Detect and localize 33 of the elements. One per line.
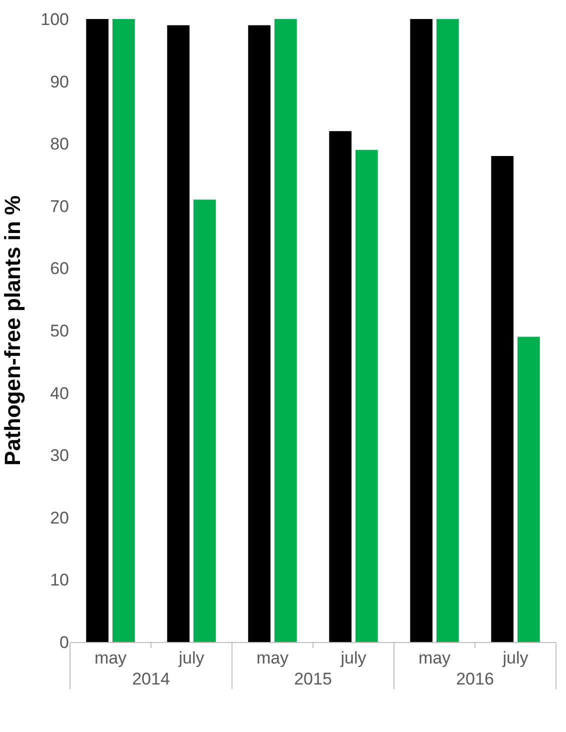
bar [86,19,109,642]
text: 2015 [294,669,332,688]
bar [329,131,352,642]
bar [193,200,216,642]
bar [112,19,135,642]
x-tick-label: july [178,648,205,668]
y-tick-label: 90 [50,72,69,92]
y-tick-label: 20 [50,508,69,528]
bar [517,336,540,642]
bar [491,156,514,642]
bar [410,19,433,642]
y-tick-label: 40 [50,384,69,403]
x-tick-label: may [94,648,128,668]
y-tick-label: 30 [50,446,69,466]
text: 2016 [456,669,494,688]
y-tick-label: 100 [40,10,69,29]
bar [436,19,459,642]
y-tick-label: 0 [60,632,69,652]
x-tick-label: july [340,648,367,668]
y-tick-label: 50 [50,321,69,340]
bar [248,25,271,642]
text: 2014 [132,669,170,688]
y-tick-label: 10 [50,570,69,590]
y-tick-label: 70 [50,196,69,216]
y-tick-label: 60 [50,259,69,278]
bar [355,150,378,642]
y-axis-title: Pathogen-free plants in % [0,195,25,466]
y-tick-label: 80 [50,134,69,154]
x-tick-label: may [256,648,290,668]
bar [167,25,190,642]
x-tick-label: may [418,648,452,668]
bar [274,19,297,642]
x-tick-label: july [502,648,529,668]
